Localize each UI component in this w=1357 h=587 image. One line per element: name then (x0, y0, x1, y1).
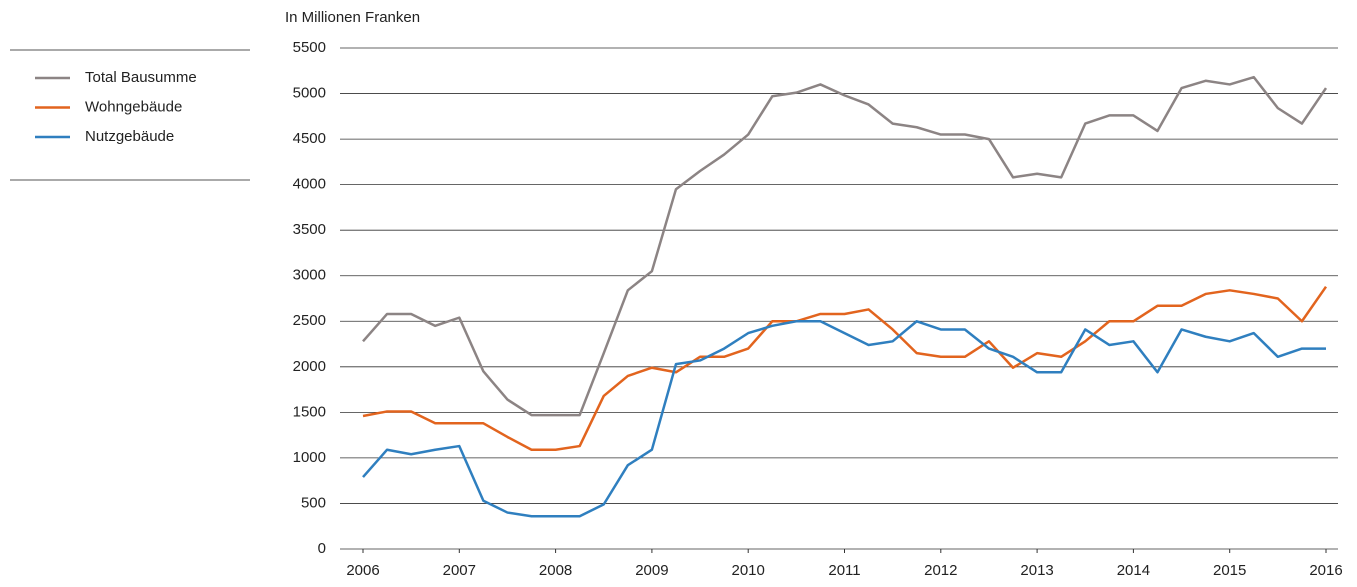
x-tick-label: 2016 (1309, 562, 1342, 579)
x-tick-label: 2009 (635, 562, 668, 579)
series-line (362, 320, 1326, 518)
y-tick-label: 0 (318, 540, 326, 557)
y-tick-label: 5000 (293, 85, 326, 102)
x-tick-label: 2014 (1117, 562, 1150, 579)
y-tick-label: 2500 (293, 312, 326, 329)
x-tick-label: 2010 (732, 562, 765, 579)
legend-label: Total Bausumme (85, 69, 197, 86)
x-tick-label: 2007 (443, 562, 476, 579)
x-tick-label: 2015 (1213, 562, 1246, 579)
x-tick-label: 2011 (828, 562, 860, 579)
y-tick-label: 4000 (293, 176, 326, 193)
y-tick-label: 1500 (293, 403, 326, 420)
x-tick-label: 2006 (346, 562, 379, 579)
y-tick-label: 1000 (293, 449, 326, 466)
chart-title: In Millionen Franken (285, 9, 420, 26)
x-tick-label: 2008 (539, 562, 572, 579)
y-tick-label: 3500 (293, 221, 326, 238)
y-tick-label: 500 (301, 494, 326, 511)
y-tick-label: 4500 (293, 130, 326, 147)
series-line (362, 75, 1328, 417)
x-tick-label: 2013 (1020, 562, 1053, 579)
y-tick-label: 5500 (293, 39, 326, 56)
y-tick-label: 2000 (293, 358, 326, 375)
series-line (362, 285, 1328, 451)
legend-label: Nutzgebäude (85, 128, 174, 145)
legend-label: Wohngebäude (85, 98, 182, 115)
y-tick-label: 3000 (293, 267, 326, 284)
x-tick-label: 2012 (924, 562, 957, 579)
